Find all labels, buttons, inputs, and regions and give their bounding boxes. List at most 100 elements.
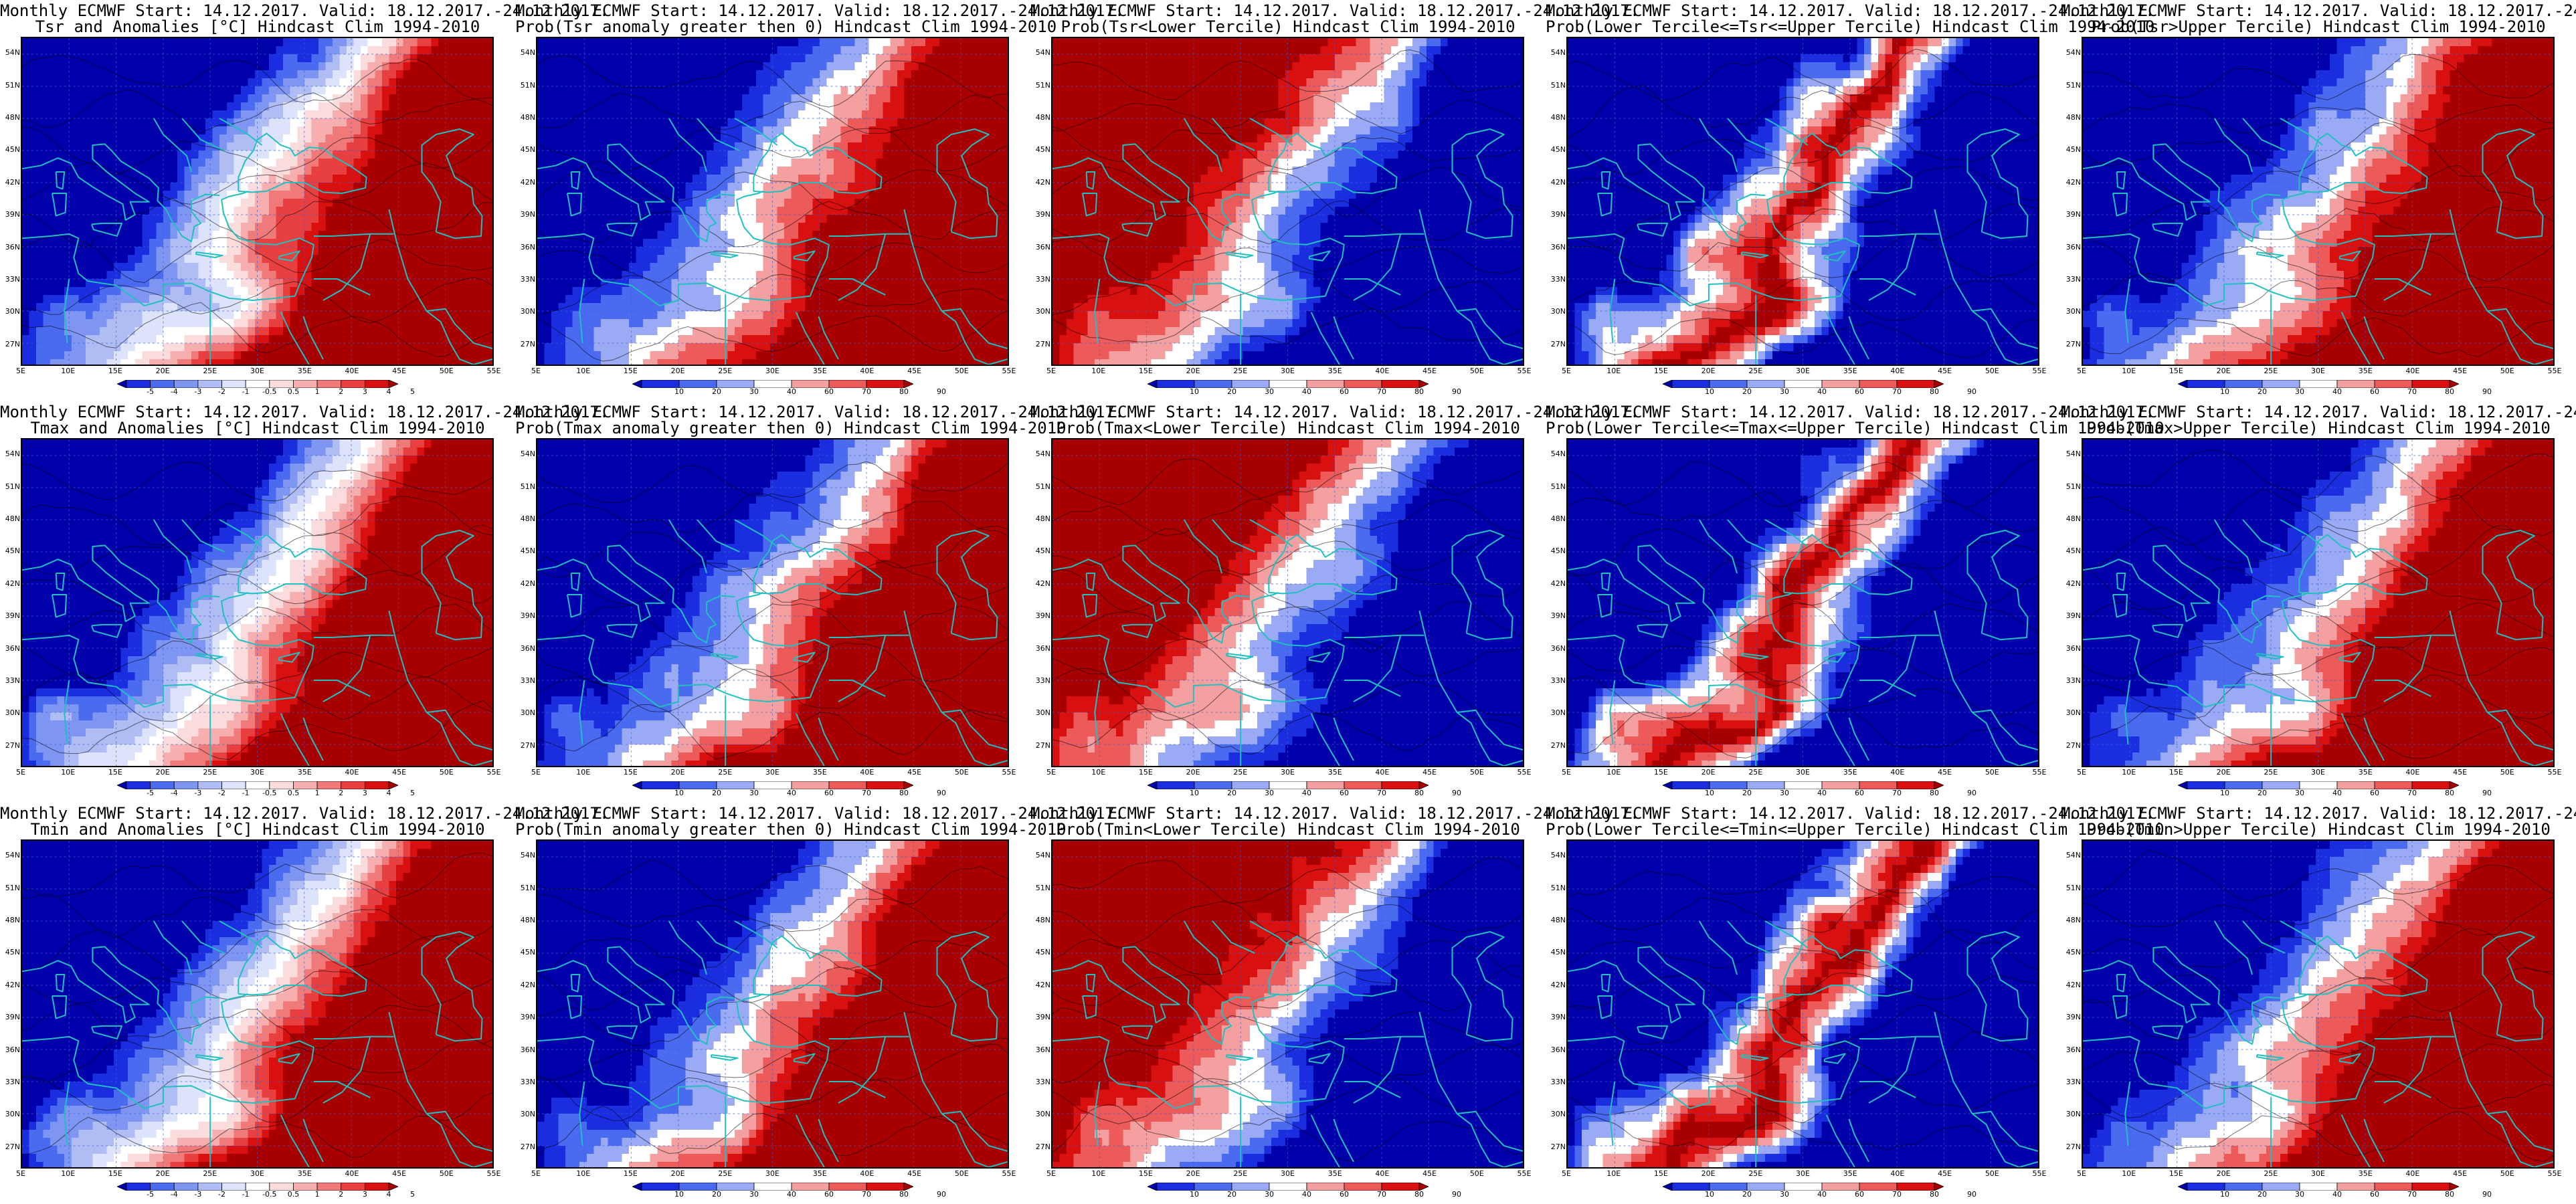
lat-tick-label: 30N bbox=[2062, 709, 2081, 716]
lon-tick-label: 15E bbox=[2163, 769, 2189, 776]
map-area bbox=[1051, 438, 1524, 767]
lat-tick-label: 42N bbox=[1, 580, 20, 587]
colorbar-tick-label: 80 bbox=[899, 789, 909, 797]
lon-tick-label: 40E bbox=[854, 769, 881, 776]
colorbar-tick-label: 80 bbox=[1930, 388, 1939, 395]
lat-tick-label: 36N bbox=[2062, 243, 2081, 251]
colorbar-tick-label: 30 bbox=[1780, 789, 1789, 797]
colorbar-tick-label: 20 bbox=[712, 789, 721, 797]
lat-tick-label: 39N bbox=[1547, 1013, 1566, 1021]
lon-tick-label: 5E bbox=[523, 1170, 549, 1177]
lon-tick-label: 55E bbox=[2541, 769, 2568, 776]
colorbar bbox=[117, 1181, 398, 1189]
colorbar-tick-label: 60 bbox=[824, 388, 834, 395]
lon-tick-label: 10E bbox=[2116, 367, 2142, 375]
colorbar bbox=[2178, 779, 2459, 787]
lon-tick-label: 30E bbox=[1275, 367, 1301, 375]
colorbar-tick-label: 20 bbox=[2258, 789, 2267, 797]
lat-tick-label: 30N bbox=[517, 308, 535, 315]
lon-tick-label: 25E bbox=[1742, 1170, 1769, 1177]
lon-tick-label: 55E bbox=[2541, 1170, 2568, 1177]
lon-tick-label: 45E bbox=[901, 367, 928, 375]
lon-tick-label: 50E bbox=[2494, 1170, 2520, 1177]
lat-tick-label: 42N bbox=[2062, 179, 2081, 186]
lon-tick-label: 25E bbox=[1742, 769, 1769, 776]
lat-tick-label: 42N bbox=[1032, 179, 1050, 186]
lon-tick-label: 55E bbox=[1511, 769, 1538, 776]
colorbar-tick-label: 1 bbox=[315, 1191, 320, 1198]
lon-tick-label: 30E bbox=[244, 1170, 271, 1177]
colorbar-tick-label: -4 bbox=[171, 1191, 178, 1198]
colorbar bbox=[632, 779, 913, 787]
colorbar-tick-label: 3 bbox=[363, 1191, 367, 1198]
lon-tick-label: 25E bbox=[197, 769, 223, 776]
lat-tick-label: 42N bbox=[1, 179, 20, 186]
colorbar-ticks: -5 -4 -3 -2 -1 -0.5 0.5 1 2 3 4 5 bbox=[117, 388, 398, 397]
colorbar-tick-label: 20 bbox=[2258, 1191, 2267, 1198]
lat-tick-label: 39N bbox=[1032, 612, 1050, 619]
colorbar-ticks: 10 20 30 40 60 70 80 90 bbox=[2178, 1191, 2459, 1200]
lon-tick-label: 35E bbox=[1321, 1170, 1348, 1177]
lat-tick-label: 51N bbox=[1547, 82, 1566, 89]
colorbar-tick-label: -2 bbox=[218, 789, 225, 797]
colorbar-tick-label: 60 bbox=[1855, 388, 1864, 395]
colorbar-tick-label: 30 bbox=[1265, 1191, 1274, 1198]
lon-tick-label: 10E bbox=[55, 1170, 82, 1177]
lon-tick-label: 35E bbox=[1837, 1170, 1863, 1177]
lat-tick-label: 51N bbox=[1032, 483, 1050, 490]
lon-tick-label: 55E bbox=[480, 1170, 507, 1177]
lon-tick-label: 25E bbox=[1742, 367, 1769, 375]
colorbar-tick-label: 70 bbox=[1892, 388, 1902, 395]
colorbar-tick-label: 80 bbox=[2445, 789, 2454, 797]
lon-tick-label: 40E bbox=[2399, 769, 2426, 776]
colorbar-tick-label: 30 bbox=[749, 1191, 759, 1198]
lon-tick-label: 25E bbox=[197, 367, 223, 375]
lon-tick-label: 25E bbox=[712, 1170, 739, 1177]
colorbar-tick-label: 70 bbox=[1892, 1191, 1902, 1198]
colorbar-tick-label: 3 bbox=[363, 388, 367, 395]
panel-title-line1: Monthly ECMWF Start: 14.12.2017. Valid: … bbox=[1030, 3, 1546, 19]
lat-tick-label: 33N bbox=[1, 276, 20, 283]
lon-tick-label: 5E bbox=[2068, 367, 2095, 375]
map-field-plot bbox=[22, 38, 492, 365]
colorbar-tick-label: 10 bbox=[1705, 388, 1714, 395]
panel-title-line2: Prob(Tmin<Lower Tercile) Hindcast Clim 1… bbox=[1030, 821, 1546, 837]
colorbar-tick-label: 20 bbox=[1227, 388, 1236, 395]
colorbar-ticks: 10 20 30 40 60 70 80 90 bbox=[1663, 388, 1944, 397]
lon-tick-label: 15E bbox=[617, 769, 644, 776]
lat-tick-label: 45N bbox=[1547, 948, 1566, 956]
colorbar-tick-label: 10 bbox=[1190, 388, 1199, 395]
map-area bbox=[536, 438, 1009, 767]
colorbar-tick-label: 40 bbox=[787, 388, 796, 395]
colorbar bbox=[1663, 1181, 1944, 1189]
lat-tick-label: 45N bbox=[1, 146, 20, 153]
lat-tick-label: 39N bbox=[2062, 1013, 2081, 1021]
colorbar-tick-label: 10 bbox=[1190, 789, 1199, 797]
lat-tick-label: 36N bbox=[1547, 243, 1566, 251]
lat-tick-label: 42N bbox=[1547, 179, 1566, 186]
colorbar-tick-label: 5 bbox=[410, 388, 415, 395]
colorbar-tick-label: 2 bbox=[339, 1191, 343, 1198]
map-panel: Monthly ECMWF Start: 14.12.2017. Valid: … bbox=[0, 0, 515, 401]
colorbar-tick-label: -5 bbox=[147, 1191, 154, 1198]
lat-tick-label: 48N bbox=[1, 515, 20, 522]
panel-title-line2: Prob(Tmax>Upper Tercile) Hindcast Clim 1… bbox=[2061, 420, 2576, 436]
lon-tick-label: 50E bbox=[948, 1170, 975, 1177]
colorbar-tick-label: -5 bbox=[147, 388, 154, 395]
lon-tick-label: 35E bbox=[291, 769, 318, 776]
colorbar-tick-label: 60 bbox=[2370, 388, 2379, 395]
lon-tick-label: 45E bbox=[1932, 1170, 1958, 1177]
lat-tick-label: 54N bbox=[517, 450, 535, 458]
colorbar-tick-label: 10 bbox=[1705, 789, 1714, 797]
lon-tick-label: 30E bbox=[2305, 367, 2332, 375]
map-field-plot bbox=[1052, 439, 1523, 766]
panel-title-line1: Monthly ECMWF Start: 14.12.2017. Valid: … bbox=[1546, 3, 2061, 19]
lon-tick-label: 50E bbox=[2494, 367, 2520, 375]
panel-title-line1: Monthly ECMWF Start: 14.12.2017. Valid: … bbox=[0, 404, 515, 420]
lat-tick-label: 33N bbox=[1032, 276, 1050, 283]
lon-tick-label: 35E bbox=[806, 1170, 833, 1177]
panel-title-line1: Monthly ECMWF Start: 14.12.2017. Valid: … bbox=[0, 805, 515, 821]
colorbar bbox=[1663, 779, 1944, 787]
colorbar-tick-label: 90 bbox=[1452, 1191, 1461, 1198]
lat-tick-label: 36N bbox=[1547, 1046, 1566, 1054]
